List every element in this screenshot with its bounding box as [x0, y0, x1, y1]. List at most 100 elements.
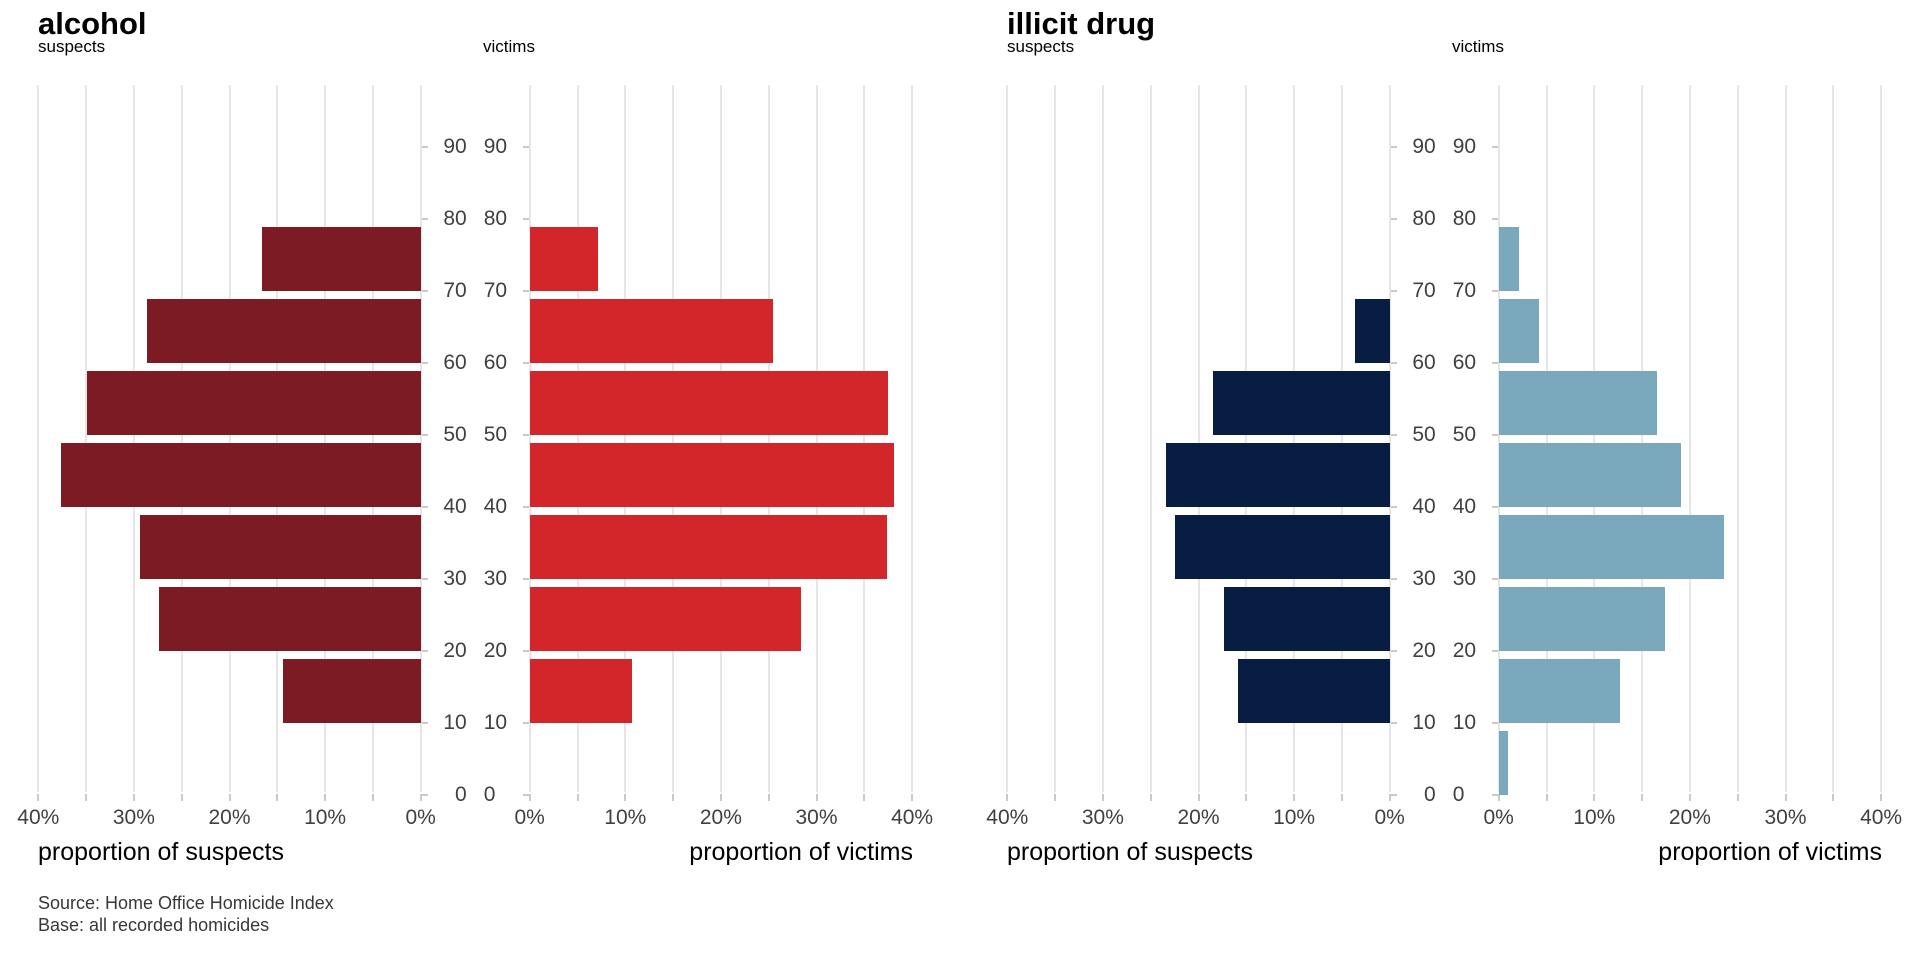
bar-illicit-drug-suspects-age-20-30 — [1224, 587, 1390, 651]
age-tick-label: 0 — [455, 783, 467, 806]
pct-tick-label: 10% — [604, 806, 647, 829]
gridline-30pct — [132, 85, 135, 792]
age-axis-tick — [1491, 794, 1498, 796]
gridline-25pct — [1149, 85, 1152, 792]
pct-axis-tick — [1784, 794, 1787, 801]
age-axis-tick — [1390, 578, 1397, 580]
pct-axis-tick — [911, 794, 914, 801]
pct-axis-tick — [1736, 794, 1739, 801]
bar-illicit-drug-victims-age-20-30 — [1498, 587, 1666, 651]
age-axis-tick — [522, 146, 529, 148]
age-tick-label: 60 — [1412, 351, 1436, 374]
pct-axis-tick — [528, 794, 531, 801]
age-axis-tick — [421, 146, 428, 148]
gridline-35pct — [863, 85, 866, 792]
age-tick-label: 50 — [1452, 423, 1477, 446]
age-axis-tick — [522, 506, 529, 508]
age-tick-label: 50 — [483, 423, 508, 446]
bar-illicit-drug-victims-age-0-10 — [1498, 731, 1509, 795]
pct-axis-tick — [672, 794, 675, 801]
age-axis-tick — [1491, 218, 1498, 220]
age-axis-tick — [1491, 290, 1498, 292]
pct-axis-tick — [1197, 794, 1200, 801]
gridline-0pct — [528, 85, 531, 792]
pct-tick-label: 40% — [1860, 806, 1903, 829]
age-axis-tick — [1390, 794, 1397, 796]
bar-illicit-drug-suspects-age-30-40 — [1174, 515, 1390, 579]
pct-tick-label: 0% — [514, 806, 545, 829]
gridline-20pct — [228, 85, 231, 792]
age-tick-label: 60 — [483, 351, 508, 374]
pct-axis-tick — [276, 794, 279, 801]
pct-tick-label: 0% — [405, 806, 436, 829]
gridline-25pct — [180, 85, 183, 792]
age-axis-tick — [421, 506, 428, 508]
gridline-30pct — [815, 85, 818, 792]
panel-label-alcohol-victims: victims — [483, 37, 535, 56]
age-axis-tick — [1390, 362, 1397, 364]
pct-axis-tick — [180, 794, 183, 801]
bar-illicit-drug-victims-age-10-20 — [1498, 659, 1621, 723]
gridline-0pct — [419, 85, 422, 792]
gridline-30pct — [1784, 85, 1787, 792]
pct-tick-label: 30% — [112, 806, 155, 829]
pct-tick-label: 30% — [795, 806, 838, 829]
age-tick-label: 90 — [1412, 135, 1436, 158]
bar-alcohol-suspects-age-30-40 — [139, 515, 421, 579]
pct-tick-label: 40% — [891, 806, 934, 829]
age-tick-label: 20 — [483, 639, 508, 662]
bar-alcohol-victims-age-50-60 — [529, 371, 889, 435]
x-axis-title-illicit-suspects: proportion of suspects — [1007, 838, 1253, 866]
age-tick-label: 10 — [443, 711, 467, 734]
pct-axis-tick — [863, 794, 866, 801]
gridline-15pct — [672, 85, 675, 792]
panel-label-illicit-suspects: suspects — [1007, 37, 1075, 56]
pct-axis-tick — [1832, 794, 1835, 801]
gridline-40pct — [1880, 85, 1883, 792]
pct-axis-tick — [1340, 794, 1343, 801]
age-axis-tick — [522, 362, 529, 364]
age-tick-label: 80 — [443, 207, 467, 230]
age-axis-tick — [1491, 434, 1498, 436]
gridline-35pct — [1832, 85, 1835, 792]
gridline-0pct — [1497, 85, 1500, 792]
base-note: Base: all recorded homicides — [38, 915, 270, 935]
x-axis-title-alcohol-victims: proportion of victims — [689, 838, 913, 866]
age-axis-tick — [1390, 722, 1397, 724]
gridline-25pct — [767, 85, 770, 792]
age-tick-label: 70 — [1452, 279, 1477, 302]
pct-axis-tick — [132, 794, 135, 801]
gridline-0pct — [1388, 85, 1391, 792]
age-axis-tick — [1390, 506, 1397, 508]
chart-title-illicit-drug: illicit drug — [1007, 6, 1156, 41]
age-tick-label: 30 — [1452, 567, 1477, 590]
age-axis-tick — [522, 578, 529, 580]
age-axis-tick — [421, 434, 428, 436]
pct-tick-label: 30% — [1764, 806, 1807, 829]
age-tick-label: 70 — [483, 279, 508, 302]
gridline-10pct — [324, 85, 327, 792]
age-tick-label: 20 — [1412, 639, 1436, 662]
age-tick-label: 30 — [483, 567, 508, 590]
pct-axis-tick — [37, 794, 40, 801]
age-axis-tick — [522, 290, 529, 292]
age-tick-label: 0 — [483, 783, 496, 806]
pct-tick-label: 10% — [1573, 806, 1616, 829]
bar-alcohol-suspects-age-40-50 — [61, 443, 421, 507]
age-tick-label: 80 — [483, 207, 508, 230]
pct-axis-tick — [419, 794, 422, 801]
pct-tick-label: 20% — [1668, 806, 1711, 829]
age-tick-label: 30 — [1412, 567, 1436, 590]
pct-axis-tick — [1880, 794, 1883, 801]
bar-illicit-drug-victims-age-30-40 — [1498, 515, 1725, 579]
gridline-15pct — [276, 85, 279, 792]
gridline-20pct — [719, 85, 722, 792]
pct-axis-tick — [624, 794, 627, 801]
pct-axis-tick — [1545, 794, 1548, 801]
age-tick-label: 60 — [1452, 351, 1477, 374]
source-note: Source: Home Office Homicide Index — [38, 893, 334, 913]
pct-tick-label: 20% — [699, 806, 742, 829]
pct-axis-tick — [815, 794, 818, 801]
pct-tick-label: 30% — [1081, 806, 1124, 829]
gridline-35pct — [85, 85, 88, 792]
